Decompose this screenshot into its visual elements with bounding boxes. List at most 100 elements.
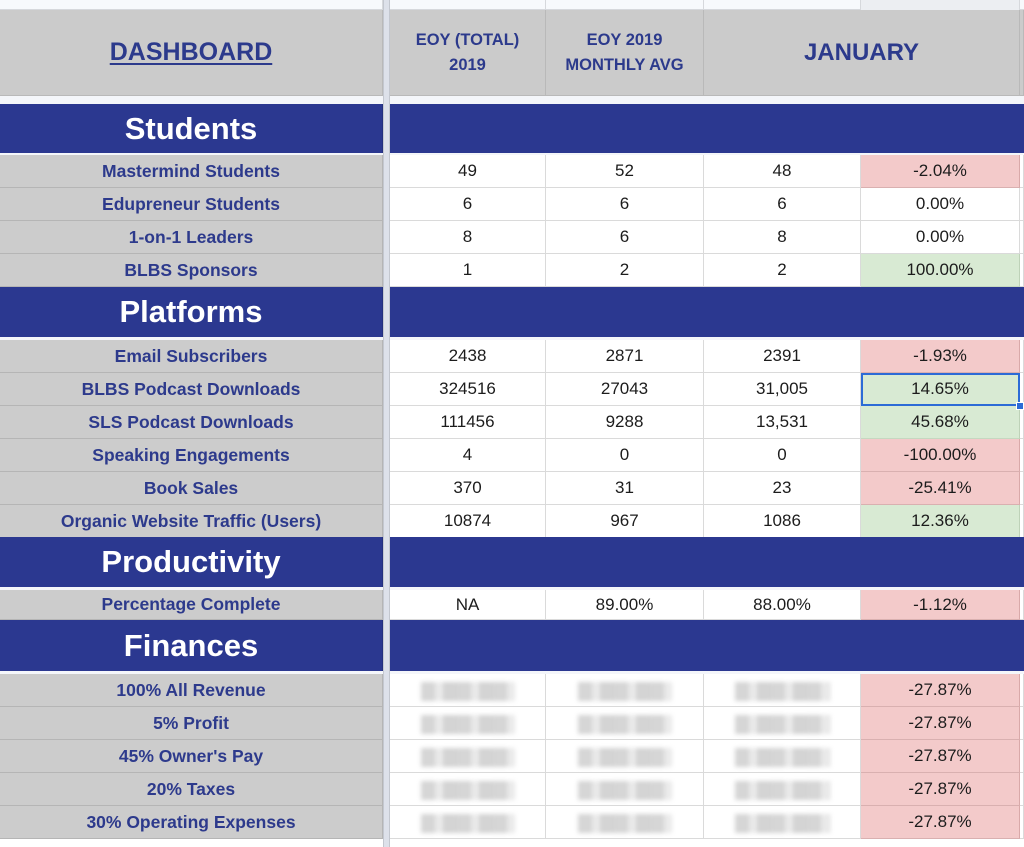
change-cell[interactable]: 0.00%: [861, 221, 1020, 254]
january-cell[interactable]: 8: [704, 221, 861, 254]
january-cell[interactable]: [704, 773, 861, 806]
row-label-cell[interactable]: SLS Podcast Downloads: [0, 406, 383, 439]
monthly-avg-cell[interactable]: 89.00%: [546, 590, 704, 620]
january-cell[interactable]: 13,531: [704, 406, 861, 439]
cell-value: 27043: [600, 379, 649, 398]
change-cell[interactable]: 12.36%: [861, 505, 1020, 538]
section-title-cell[interactable]: Students: [0, 104, 383, 153]
header-january[interactable]: JANUARY: [704, 10, 1020, 96]
section-title-cell[interactable]: Productivity: [0, 537, 383, 587]
monthly-avg-cell[interactable]: 31: [546, 472, 704, 505]
change-cell[interactable]: -27.87%: [861, 773, 1020, 806]
dashboard-title-cell[interactable]: DASHBOARD: [0, 10, 383, 96]
change-cell[interactable]: -1.93%: [861, 340, 1020, 373]
change-cell[interactable]: -27.87%: [861, 707, 1020, 740]
monthly-avg-cell[interactable]: 9288: [546, 406, 704, 439]
section-band[interactable]: [390, 287, 1024, 337]
eoy-total-cell[interactable]: [390, 740, 546, 773]
monthly-avg-cell[interactable]: 6: [546, 188, 704, 221]
dashboard-title[interactable]: DASHBOARD: [109, 38, 273, 66]
change-cell[interactable]: -2.04%: [861, 155, 1020, 188]
section-band[interactable]: [390, 537, 1024, 587]
row-label-cell[interactable]: Mastermind Students: [0, 155, 383, 188]
row-label-cell[interactable]: 20% Taxes: [0, 773, 383, 806]
monthly-avg-cell[interactable]: 6: [546, 221, 704, 254]
section-title: Students: [124, 110, 258, 146]
eoy-total-cell[interactable]: [390, 773, 546, 806]
row-label-cell[interactable]: Percentage Complete: [0, 590, 383, 620]
january-cell[interactable]: 23: [704, 472, 861, 505]
bottom-strip: [0, 839, 1024, 847]
row-label-cell[interactable]: Email Subscribers: [0, 340, 383, 373]
january-cell[interactable]: 88.00%: [704, 590, 861, 620]
eoy-total-cell[interactable]: [390, 806, 546, 839]
row-label-cell[interactable]: 45% Owner's Pay: [0, 740, 383, 773]
eoy-total-cell[interactable]: 1: [390, 254, 546, 287]
row-label-cell[interactable]: Edupreneur Students: [0, 188, 383, 221]
monthly-avg-cell[interactable]: 2871: [546, 340, 704, 373]
eoy-total-cell[interactable]: 8: [390, 221, 546, 254]
monthly-avg-cell[interactable]: 0: [546, 439, 704, 472]
row-label-cell[interactable]: 100% All Revenue: [0, 674, 383, 707]
change-cell[interactable]: 14.65%: [861, 373, 1024, 410]
header-eoy-total[interactable]: EOY (TOTAL) 2019: [390, 10, 546, 96]
january-cell[interactable]: 31,005: [704, 373, 861, 406]
change-cell[interactable]: -100.00%: [861, 439, 1020, 472]
january-cell[interactable]: 2391: [704, 340, 861, 373]
row-label-cell[interactable]: 30% Operating Expenses: [0, 806, 383, 839]
section-band[interactable]: [390, 620, 1024, 671]
monthly-avg-cell[interactable]: 27043: [546, 373, 704, 406]
monthly-avg-cell[interactable]: [546, 674, 704, 707]
section-band[interactable]: [390, 104, 1024, 153]
row-label-cell[interactable]: Speaking Engagements: [0, 439, 383, 472]
change-cell[interactable]: 0.00%: [861, 188, 1020, 221]
eoy-total-cell[interactable]: NA: [390, 590, 546, 620]
change-cell[interactable]: 45.68%: [861, 406, 1020, 439]
fill-handle[interactable]: [1016, 402, 1024, 410]
row-label-cell[interactable]: BLBS Sponsors: [0, 254, 383, 287]
eoy-total-cell[interactable]: 10874: [390, 505, 546, 538]
eoy-total-cell[interactable]: 49: [390, 155, 546, 188]
table-row: 100% All Revenue -27.87%: [0, 674, 1024, 707]
january-cell[interactable]: 48: [704, 155, 861, 188]
january-cell[interactable]: 2: [704, 254, 861, 287]
january-cell[interactable]: [704, 806, 861, 839]
frozen-column-divider[interactable]: [383, 0, 390, 847]
section-title-cell[interactable]: Platforms: [0, 287, 383, 337]
eoy-total-cell[interactable]: 111456: [390, 406, 546, 439]
row-label-cell[interactable]: 5% Profit: [0, 707, 383, 740]
eoy-total-cell[interactable]: 370: [390, 472, 546, 505]
monthly-avg-cell[interactable]: 967: [546, 505, 704, 538]
monthly-avg-cell[interactable]: [546, 773, 704, 806]
eoy-total-cell[interactable]: 6: [390, 188, 546, 221]
eoy-total-cell[interactable]: 2438: [390, 340, 546, 373]
january-cell[interactable]: [704, 674, 861, 707]
january-cell[interactable]: [704, 740, 861, 773]
eoy-total-cell[interactable]: [390, 707, 546, 740]
monthly-avg-cell[interactable]: [546, 806, 704, 839]
change-cell[interactable]: -27.87%: [861, 740, 1020, 773]
monthly-avg-cell[interactable]: 52: [546, 155, 704, 188]
january-cell[interactable]: [704, 707, 861, 740]
monthly-avg-cell[interactable]: 2: [546, 254, 704, 287]
monthly-avg-cell[interactable]: [546, 707, 704, 740]
cell-value: 2438: [448, 346, 487, 365]
january-cell[interactable]: 6: [704, 188, 861, 221]
january-cell[interactable]: 0: [704, 439, 861, 472]
row-label-cell[interactable]: Organic Website Traffic (Users): [0, 505, 383, 538]
change-cell[interactable]: -27.87%: [861, 806, 1020, 839]
change-cell[interactable]: -27.87%: [861, 674, 1020, 707]
row-label-cell[interactable]: Book Sales: [0, 472, 383, 505]
row-label-cell[interactable]: 1-on-1 Leaders: [0, 221, 383, 254]
change-cell[interactable]: 100.00%: [861, 254, 1020, 287]
change-cell[interactable]: -1.12%: [861, 590, 1020, 620]
eoy-total-cell[interactable]: 324516: [390, 373, 546, 406]
eoy-total-cell[interactable]: 4: [390, 439, 546, 472]
row-label-cell[interactable]: BLBS Podcast Downloads: [0, 373, 383, 406]
monthly-avg-cell[interactable]: [546, 740, 704, 773]
change-cell[interactable]: -25.41%: [861, 472, 1020, 505]
header-monthly-avg[interactable]: EOY 2019 MONTHLY AVG: [546, 10, 704, 96]
january-cell[interactable]: 1086: [704, 505, 861, 538]
eoy-total-cell[interactable]: [390, 674, 546, 707]
section-title-cell[interactable]: Finances: [0, 620, 383, 671]
